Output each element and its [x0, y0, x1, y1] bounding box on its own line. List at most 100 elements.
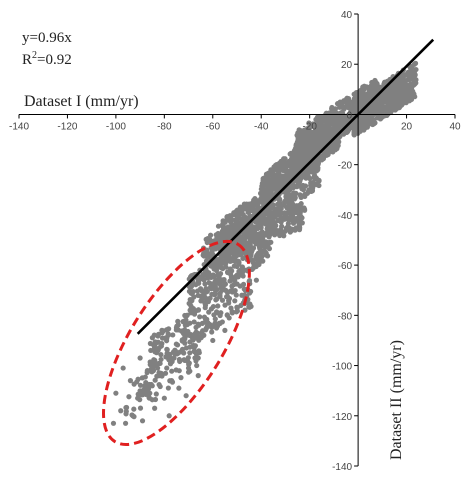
- data-point: [278, 215, 285, 221]
- data-point: [169, 368, 175, 374]
- data-point: [215, 303, 221, 309]
- data-point: [386, 104, 392, 110]
- data-point: [296, 165, 302, 171]
- data-point: [324, 126, 331, 132]
- data-point: [164, 346, 170, 352]
- data-point: [255, 199, 261, 205]
- data-point: [293, 190, 299, 196]
- data-point: [343, 99, 349, 105]
- data-point: [158, 356, 164, 363]
- outlier-point: [139, 418, 146, 424]
- r-squared-exponent: 2: [32, 50, 38, 61]
- data-point: [371, 109, 377, 115]
- data-point: [178, 375, 184, 381]
- data-point: [295, 215, 301, 221]
- data-point: [198, 286, 204, 292]
- data-point: [262, 244, 268, 251]
- outlier-point: [185, 365, 192, 371]
- outlier-point: [202, 302, 209, 308]
- outlier-point: [195, 373, 201, 379]
- data-point: [264, 187, 270, 193]
- data-point: [301, 147, 308, 154]
- data-point: [251, 236, 257, 243]
- data-point: [153, 391, 159, 397]
- data-point: [277, 207, 283, 213]
- data-point: [387, 97, 393, 104]
- data-point: [137, 405, 144, 411]
- data-point: [235, 207, 241, 213]
- data-point: [250, 205, 256, 212]
- outlier-point: [166, 413, 172, 419]
- data-point: [279, 177, 285, 183]
- data-point: [373, 102, 379, 108]
- data-point: [188, 303, 194, 309]
- data-point: [223, 255, 230, 261]
- data-point: [271, 226, 277, 233]
- data-point: [247, 301, 253, 307]
- data-point: [166, 351, 173, 357]
- data-point: [263, 239, 269, 245]
- x-tick-label: -80: [157, 121, 172, 132]
- data-point: [223, 260, 229, 267]
- data-point: [286, 202, 292, 209]
- data-point: [245, 208, 252, 215]
- data-point: [273, 211, 279, 218]
- data-point: [173, 367, 179, 373]
- data-point: [137, 382, 144, 388]
- data-point: [230, 211, 236, 218]
- data-point: [238, 219, 244, 226]
- data-point: [237, 267, 244, 273]
- data-point: [209, 329, 215, 335]
- data-point: [195, 307, 202, 313]
- data-point: [369, 116, 375, 122]
- data-point: [294, 132, 300, 138]
- data-point: [187, 296, 193, 303]
- data-point: [392, 88, 399, 95]
- data-point: [300, 182, 306, 189]
- data-point: [147, 340, 153, 347]
- data-point: [308, 133, 314, 139]
- data-point: [288, 156, 295, 162]
- outlier-point: [173, 325, 180, 331]
- data-point: [158, 352, 164, 358]
- data-point: [207, 272, 213, 278]
- data-point: [238, 271, 245, 278]
- data-point: [310, 180, 316, 186]
- data-point: [298, 194, 304, 200]
- outlier-point: [248, 257, 255, 263]
- data-point: [343, 129, 349, 135]
- outlier-point: [190, 342, 196, 349]
- data-point: [406, 75, 413, 81]
- data-point: [238, 250, 244, 257]
- data-point: [344, 104, 351, 110]
- data-point: [277, 232, 283, 239]
- data-point: [296, 220, 302, 226]
- data-point: [267, 232, 273, 238]
- data-point: [198, 298, 204, 304]
- data-point: [323, 110, 329, 116]
- data-point: [289, 197, 295, 203]
- data-point: [162, 370, 169, 376]
- data-point: [402, 84, 408, 91]
- data-point: [170, 332, 176, 338]
- data-point: [142, 374, 148, 380]
- outlier-point: [234, 272, 240, 278]
- data-point: [232, 298, 238, 304]
- data-point: [183, 345, 189, 351]
- outlier-point: [156, 373, 163, 379]
- data-point: [242, 239, 248, 246]
- data-point: [400, 100, 406, 107]
- data-point: [266, 246, 273, 252]
- data-point: [397, 94, 404, 100]
- data-point: [228, 216, 235, 222]
- outlier-point: [164, 365, 170, 371]
- r-squared-label: R2=0.92: [22, 48, 72, 68]
- outlier-point: [122, 420, 129, 426]
- data-point: [292, 225, 299, 232]
- data-point: [410, 73, 417, 80]
- data-point: [286, 225, 293, 231]
- data-point: [340, 110, 346, 117]
- data-point: [209, 247, 215, 253]
- data-point: [241, 286, 247, 292]
